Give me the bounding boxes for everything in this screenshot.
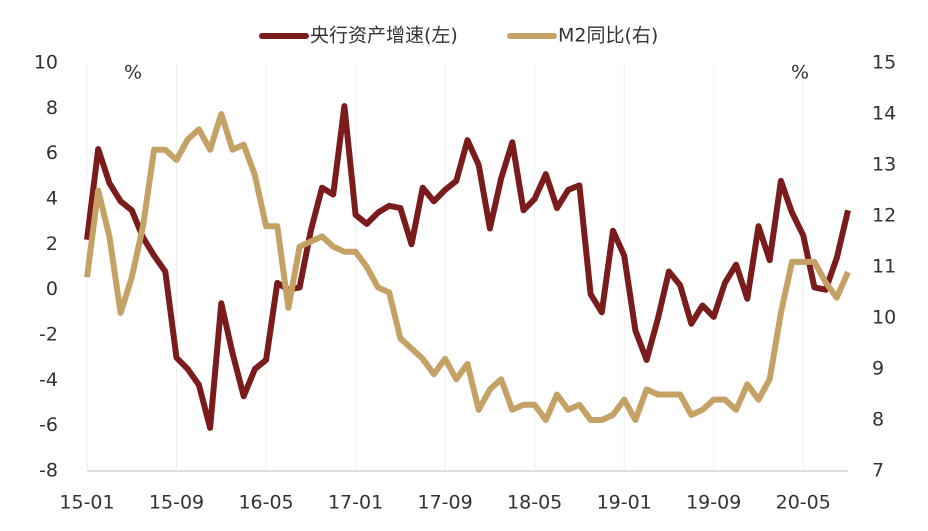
y-tick-label: 0 xyxy=(46,278,58,300)
legend-label: 央行资产增速(左) xyxy=(310,25,458,47)
x-tick-label: 18-05 xyxy=(507,492,562,514)
y-tick-label: -8 xyxy=(39,460,58,482)
x-tick-label: 17-01 xyxy=(328,492,383,514)
x-tick-label: 17-09 xyxy=(418,492,473,514)
x-tick-label: 15-01 xyxy=(59,492,114,514)
x-tick-label: 19-01 xyxy=(597,492,652,514)
y-tick-label: 10 xyxy=(34,52,58,74)
y-tick-label: -6 xyxy=(39,414,58,436)
y-tick-label: -2 xyxy=(39,324,58,346)
y2-tick-label: 8 xyxy=(872,409,884,431)
y2-tick-label: 9 xyxy=(872,358,884,380)
series-line xyxy=(84,103,851,431)
y-tick-label: 4 xyxy=(46,188,58,210)
y2-tick-label: 14 xyxy=(872,103,896,125)
y-tick-label: 6 xyxy=(46,142,58,164)
x-tick-label: 16-05 xyxy=(238,492,293,514)
y-tick-label: 8 xyxy=(46,97,58,119)
y2-tick-label: 15 xyxy=(872,52,896,74)
y2-tick-label: 11 xyxy=(872,256,896,278)
x-tick-label: 20-05 xyxy=(776,492,831,514)
y2-tick-label: 13 xyxy=(872,154,896,176)
series-line xyxy=(84,111,851,423)
y2-tick-label: 7 xyxy=(872,460,884,482)
y2-tick-label: 12 xyxy=(872,205,896,227)
annotation: % xyxy=(791,62,809,84)
y-tick-label: -4 xyxy=(39,369,58,391)
legend-label: M2同比(右) xyxy=(558,25,658,47)
y-tick-label: 2 xyxy=(46,233,58,255)
y2-tick-label: 10 xyxy=(872,307,896,329)
x-tick-label: 15-09 xyxy=(149,492,204,514)
annotation: % xyxy=(124,62,142,84)
x-tick-label: 19-09 xyxy=(686,492,741,514)
